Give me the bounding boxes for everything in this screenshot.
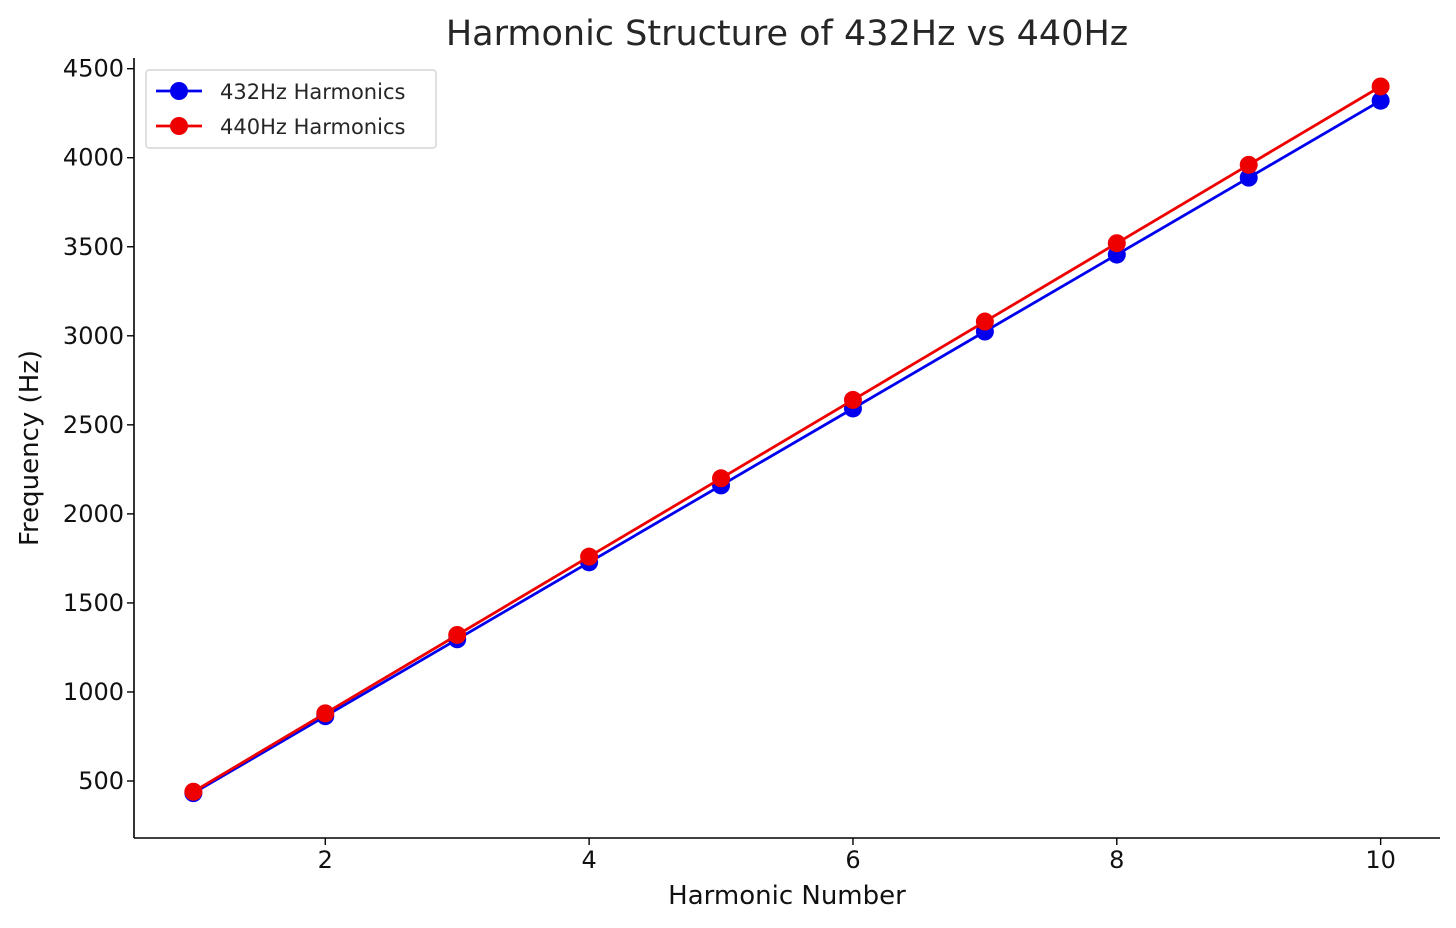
chart-title: Harmonic Structure of 432Hz vs 440Hz — [446, 14, 1128, 54]
data-point — [316, 704, 335, 723]
x-axis-label: Harmonic Number — [668, 881, 906, 911]
y-tick-label: 4000 — [63, 144, 124, 172]
series-0 — [184, 91, 1390, 803]
data-point — [1107, 234, 1126, 253]
y-axis-label: Frequency (Hz) — [15, 350, 45, 546]
data-point — [1239, 168, 1258, 187]
data-point — [580, 547, 599, 566]
series-1 — [184, 77, 1390, 801]
legend-label-440: 440Hz Harmonics — [220, 115, 405, 139]
series-layer — [184, 77, 1390, 803]
legend-marker-440 — [170, 117, 188, 135]
data-point — [448, 625, 467, 644]
y-tick-label: 1000 — [63, 678, 124, 706]
legend-box — [145, 69, 437, 149]
x-tick-label: 2 — [318, 846, 333, 874]
x-tick-label: 8 — [1109, 846, 1124, 874]
series-line — [192, 85, 1382, 793]
data-point — [1371, 77, 1390, 96]
y-tick-label: 4500 — [63, 55, 124, 83]
x-tick-label: 10 — [1365, 846, 1396, 874]
y-tick-label: 3000 — [63, 322, 124, 350]
series-line — [192, 99, 1382, 795]
y-tick-label: 2500 — [63, 411, 124, 439]
data-point — [975, 312, 994, 331]
y-axis-ticks: 500 1000 1500 2000 2500 3000 3500 4000 4500 — [63, 55, 134, 795]
y-tick-label: 1500 — [63, 589, 124, 617]
y-tick-label: 500 — [78, 767, 124, 795]
legend-marker-432 — [170, 82, 188, 100]
legend-label-432: 432Hz Harmonics — [220, 80, 405, 104]
data-point — [712, 469, 731, 488]
y-tick-label: 2000 — [63, 500, 124, 528]
x-tick-label: 4 — [581, 846, 596, 874]
data-point — [1371, 91, 1390, 110]
data-point — [184, 782, 203, 801]
y-tick-label: 3500 — [63, 233, 124, 261]
x-axis-ticks: 2 4 6 8 10 — [318, 838, 1396, 874]
data-point — [1239, 155, 1258, 174]
data-point — [843, 390, 862, 409]
legend: 432Hz Harmonics 440Hz Harmonics — [145, 69, 437, 149]
x-tick-label: 6 — [845, 846, 860, 874]
